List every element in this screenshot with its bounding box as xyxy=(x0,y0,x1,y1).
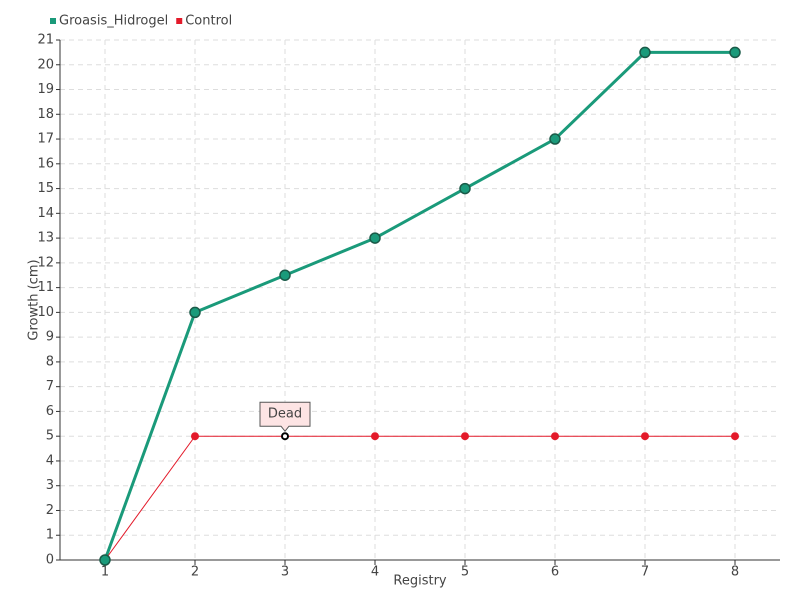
data-point xyxy=(729,46,741,59)
data-point xyxy=(369,232,381,244)
y-tick-label: 4 xyxy=(46,453,54,468)
y-tick-label: 16 xyxy=(37,156,54,171)
data-point xyxy=(371,432,379,441)
x-tick-label: 3 xyxy=(281,565,289,580)
y-tick-label: 21 xyxy=(37,33,54,48)
y-tick-label: 8 xyxy=(46,354,54,369)
series-line xyxy=(103,50,735,561)
y-tick-label: 6 xyxy=(46,404,54,419)
y-tick-label: 12 xyxy=(37,255,54,270)
y-tick-label: 20 xyxy=(37,57,54,72)
data-point xyxy=(279,269,291,281)
x-tick-label: 1 xyxy=(101,565,109,580)
x-tick-label: 2 xyxy=(191,565,199,580)
legend-swatch xyxy=(50,18,56,24)
legend-label: Control xyxy=(185,14,232,29)
x-tick-label: 6 xyxy=(551,565,559,580)
data-point xyxy=(459,182,471,195)
y-tick-label: 0 xyxy=(46,553,54,568)
x-tick-label: 7 xyxy=(641,565,649,580)
data-point xyxy=(549,133,561,145)
y-tick-label: 5 xyxy=(46,429,54,444)
x-tick-label: 5 xyxy=(461,565,469,580)
y-tick-label: 17 xyxy=(37,132,54,147)
data-point xyxy=(191,432,199,441)
x-tick-label: 8 xyxy=(731,565,739,580)
y-tick-label: 11 xyxy=(37,280,54,295)
y-tick-label: 10 xyxy=(37,305,54,320)
y-tick-label: 2 xyxy=(46,503,54,518)
y-tick-label: 1 xyxy=(46,528,54,543)
y-tick-label: 18 xyxy=(37,107,54,122)
annotation-box xyxy=(259,401,311,432)
x-axis-label: Registry xyxy=(393,574,447,589)
y-tick-label: 15 xyxy=(37,181,54,196)
annotation-text: Dead xyxy=(268,407,302,422)
y-tick-label: 14 xyxy=(37,206,54,221)
legend-label: Groasis_Hidrogel xyxy=(59,14,168,29)
y-tick-label: 9 xyxy=(46,330,54,345)
data-point xyxy=(639,46,651,59)
data-point xyxy=(551,432,559,441)
data-point xyxy=(281,432,289,441)
y-axis-label: Growth (cm) xyxy=(27,259,42,340)
y-tick-label: 3 xyxy=(46,478,54,493)
y-tick-label: 13 xyxy=(37,231,54,246)
y-tick-label: 7 xyxy=(46,379,54,394)
data-point xyxy=(731,432,739,441)
data-point xyxy=(641,432,649,441)
series-line xyxy=(104,435,735,561)
y-tick-label: 19 xyxy=(37,82,54,97)
data-point xyxy=(189,306,201,319)
data-point xyxy=(461,432,469,441)
data-point xyxy=(99,554,111,566)
x-tick-label: 4 xyxy=(371,565,379,580)
legend-swatch xyxy=(176,18,183,24)
